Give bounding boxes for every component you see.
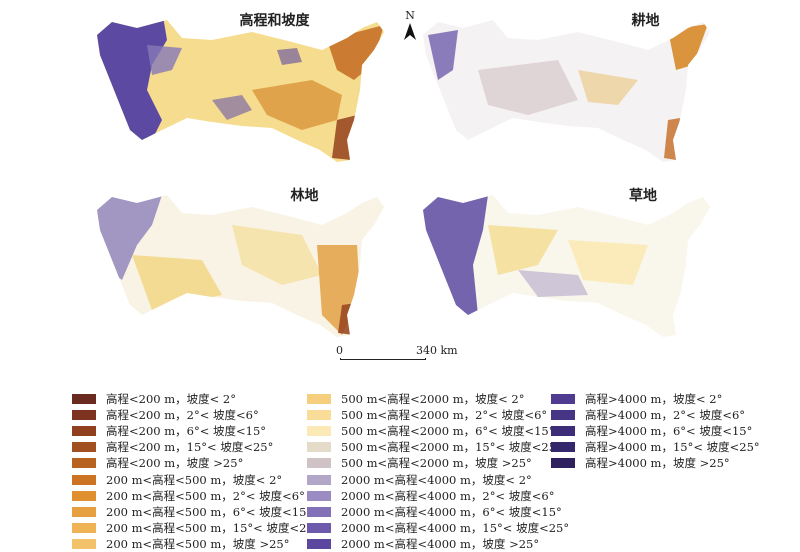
legend-item: 高程>4000 m，2°< 坡度<6°: [551, 407, 760, 423]
legend-label: 高程<200 m，坡度< 2°: [106, 392, 237, 407]
north-arrow: N: [402, 10, 418, 44]
legend-label: 高程>4000 m，6°< 坡度<15°: [585, 424, 753, 439]
forest-map: [97, 195, 384, 337]
legend-item: 200 m<高程<500 m，6°< 坡度<15°: [72, 504, 320, 520]
legend-label: 500 m<高程<2000 m，坡度 >25°: [341, 456, 532, 471]
legend-label: 2000 m<高程<4000 m，15°< 坡度<25°: [341, 520, 570, 535]
legend-label: 500 m<高程<2000 m，6°< 坡度<15°: [341, 424, 555, 439]
legend-swatch: [307, 442, 331, 453]
scale-bar: 0 340 km: [336, 344, 466, 370]
legend-item: 2000 m<高程<4000 m，6°< 坡度<15°: [307, 504, 569, 520]
legend-item: 2000 m<高程<4000 m，15°< 坡度<25°: [307, 520, 569, 536]
legend-item: 200 m<高程<500 m，15°< 坡度<25°: [72, 520, 320, 536]
legend-label: 500 m<高程<2000 m，坡度< 2°: [341, 392, 525, 407]
legend-label: 高程>4000 m，2°< 坡度<6°: [585, 408, 746, 423]
scale-start-label: 0: [336, 344, 343, 357]
legend-swatch: [551, 426, 575, 437]
legend-label: 200 m<高程<500 m，坡度< 2°: [106, 472, 283, 487]
legend-label: 高程>4000 m，坡度 >25°: [585, 456, 730, 471]
legend-item: 2000 m<高程<4000 m，坡度 >25°: [307, 536, 569, 552]
legend-swatch: [307, 538, 331, 549]
legend-swatch: [72, 506, 96, 517]
legend-label: 2000 m<高程<4000 m，坡度< 2°: [341, 472, 532, 487]
legend-swatch: [72, 442, 96, 453]
legend-swatch: [72, 458, 96, 469]
legend-swatch: [307, 490, 331, 501]
elevation-slope-map-panel: 高程和坡度: [92, 10, 422, 185]
legend-item: 高程<200 m，坡度 >25°: [72, 455, 320, 471]
legend-swatch: [551, 442, 575, 453]
legend-item: 高程<200 m，6°< 坡度<15°: [72, 423, 320, 439]
grassland-map-panel: 草地: [418, 185, 748, 360]
forest-map-panel: 林地: [92, 185, 422, 360]
panel-title: 高程和坡度: [239, 13, 310, 29]
legend-swatch: [307, 394, 331, 405]
legend-label: 200 m<高程<500 m，15°< 坡度<25°: [106, 520, 320, 535]
legend-item: 高程>4000 m，15°< 坡度<25°: [551, 439, 760, 455]
legend-item: 高程>4000 m，坡度 >25°: [551, 455, 760, 471]
legend-swatch: [72, 490, 96, 501]
grassland-map: [423, 195, 710, 337]
legend-item: 200 m<高程<500 m，坡度 >25°: [72, 536, 320, 552]
legend-item: 500 m<高程<2000 m，坡度< 2°: [307, 391, 569, 407]
scale-line: [340, 358, 426, 360]
legend-item: 200 m<高程<500 m，坡度< 2°: [72, 471, 320, 487]
legend-item: 500 m<高程<2000 m，坡度 >25°: [307, 455, 569, 471]
legend-swatch: [72, 522, 96, 533]
legend-swatch: [72, 538, 96, 549]
legend-column: 高程>4000 m，坡度< 2° 高程>4000 m，2°< 坡度<6° 高程>40…: [551, 391, 760, 471]
scale-end-label: 340 km: [416, 344, 458, 357]
legend-label: 200 m<高程<500 m，6°< 坡度<15°: [106, 504, 313, 519]
panel-title: 林地: [290, 188, 319, 204]
legend-label: 200 m<高程<500 m，坡度 >25°: [106, 536, 290, 551]
legend-item: 2000 m<高程<4000 m，2°< 坡度<6°: [307, 488, 569, 504]
legend-swatch: [551, 394, 575, 405]
legend-label: 500 m<高程<2000 m，2°< 坡度<6°: [341, 408, 548, 423]
legend-item: 500 m<高程<2000 m，15°< 坡度<25°: [307, 439, 569, 455]
legend-swatch: [307, 410, 331, 421]
legend-item: 200 m<高程<500 m，2°< 坡度<6°: [72, 488, 320, 504]
north-arrow-icon: [404, 23, 416, 40]
legend-swatch: [307, 522, 331, 533]
legend-label: 500 m<高程<2000 m，15°< 坡度<25°: [341, 440, 562, 455]
elevation-slope-map: [97, 20, 384, 162]
north-label: N: [405, 9, 415, 22]
panel-title: 草地: [629, 188, 657, 204]
panel-title: 耕地: [631, 13, 660, 29]
legend-label: 高程<200 m，15°< 坡度<25°: [106, 440, 274, 455]
legend-label: 高程<200 m，6°< 坡度<15°: [106, 424, 267, 439]
legend-swatch: [307, 458, 331, 469]
cropland-map: [423, 20, 710, 162]
legend-column: 500 m<高程<2000 m，坡度< 2° 500 m<高程<2000 m，2°…: [307, 391, 569, 552]
legend-swatch: [307, 506, 331, 517]
legend-swatch: [72, 474, 96, 485]
legend-swatch: [551, 458, 575, 469]
legend-label: 200 m<高程<500 m，2°< 坡度<6°: [106, 488, 305, 503]
legend-label: 高程<200 m，2°< 坡度<6°: [106, 408, 259, 423]
legend-label: 2000 m<高程<4000 m，2°< 坡度<6°: [341, 488, 555, 503]
cropland-map-panel: 耕地: [418, 10, 748, 185]
legend-swatch: [551, 410, 575, 421]
legend-column: 高程<200 m，坡度< 2° 高程<200 m，2°< 坡度<6° 高程<200 …: [72, 391, 320, 552]
legend-label: 高程<200 m，坡度 >25°: [106, 456, 244, 471]
legend-swatch: [72, 410, 96, 421]
legend-item: 高程<200 m，2°< 坡度<6°: [72, 407, 320, 423]
legend-label: 高程>4000 m，坡度< 2°: [585, 392, 723, 407]
legend-swatch: [307, 474, 331, 485]
legend-item: 高程<200 m，坡度< 2°: [72, 391, 320, 407]
legend-swatch: [72, 426, 96, 437]
legend-item: 2000 m<高程<4000 m，坡度< 2°: [307, 471, 569, 487]
legend-label: 高程>4000 m，15°< 坡度<25°: [585, 440, 760, 455]
legend-item: 高程<200 m，15°< 坡度<25°: [72, 439, 320, 455]
legend-label: 2000 m<高程<4000 m，6°< 坡度<15°: [341, 504, 562, 519]
legend-label: 2000 m<高程<4000 m，坡度 >25°: [341, 536, 540, 551]
legend-swatch: [307, 426, 331, 437]
legend-item: 500 m<高程<2000 m，6°< 坡度<15°: [307, 423, 569, 439]
legend-item: 高程>4000 m，坡度< 2°: [551, 391, 760, 407]
legend-item: 500 m<高程<2000 m，2°< 坡度<6°: [307, 407, 569, 423]
legend-swatch: [72, 394, 96, 405]
legend-item: 高程>4000 m，6°< 坡度<15°: [551, 423, 760, 439]
